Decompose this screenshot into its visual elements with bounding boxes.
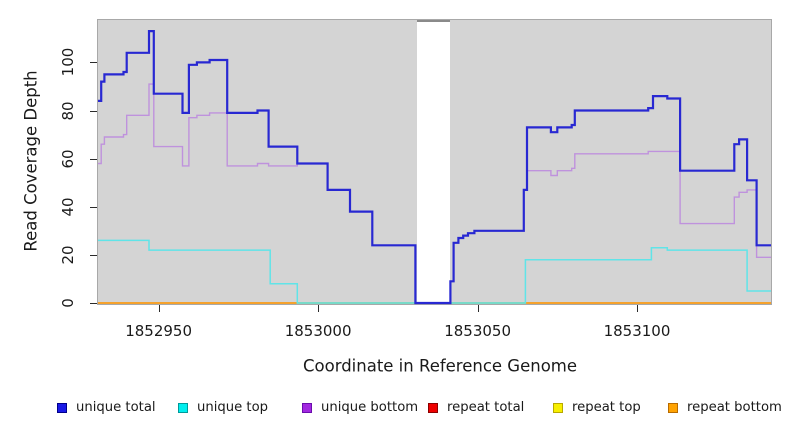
- legend-swatch-icon: [57, 402, 67, 413]
- y-axis-tick-label: 100: [59, 48, 77, 77]
- y-axis-tick: [90, 303, 97, 304]
- y-axis-tick-label: 40: [59, 197, 77, 217]
- no-data-gap-band: [417, 20, 451, 304]
- y-axis-tick: [90, 206, 97, 208]
- legend-label: repeat total: [447, 400, 525, 415]
- legend-item-repeat-top: repeat top: [553, 400, 641, 415]
- legend-item-unique-top: unique top: [178, 400, 268, 415]
- x-axis-tick: [318, 305, 320, 312]
- x-axis-title: Coordinate in Reference Genome: [302, 356, 578, 376]
- legend-item-unique-bottom: unique bottom: [302, 400, 418, 415]
- series-lines-layer: [98, 30, 771, 305]
- y-axis-tick-label: 60: [59, 149, 77, 169]
- legend-item-repeat-bottom: repeat bottom: [668, 400, 782, 415]
- y-axis-tick: [90, 62, 97, 64]
- legend-label: unique total: [76, 400, 156, 415]
- legend-swatch-icon: [668, 402, 678, 413]
- legend-item-unique-total: unique total: [57, 400, 156, 415]
- x-axis-tick: [477, 305, 479, 312]
- legend-label: unique top: [197, 400, 269, 415]
- x-axis-tick-label: 1853000: [284, 322, 352, 340]
- x-axis-tick-label: 1853100: [603, 322, 671, 340]
- legend-label: unique bottom: [321, 400, 419, 415]
- y-axis-tick-label: 0: [59, 298, 77, 308]
- legend-swatch-icon: [302, 402, 312, 413]
- legend-label: repeat bottom: [687, 400, 782, 415]
- y-axis-title: Read Coverage Depth: [21, 70, 41, 252]
- legend-item-repeat-total: repeat total: [428, 400, 524, 415]
- x-axis-tick: [637, 305, 638, 312]
- y-axis-tick-label: 80: [59, 100, 77, 121]
- x-axis-tick-label: 1853050: [444, 322, 511, 340]
- x-axis-tick: [158, 305, 160, 312]
- legend-swatch-icon: [428, 402, 438, 413]
- legend-label: repeat top: [572, 400, 641, 415]
- y-axis-tick: [90, 110, 97, 112]
- series-line-unique-bottom: [98, 83, 771, 304]
- y-axis-tick-label: 20: [59, 245, 77, 265]
- x-axis-tick-label: 1852950: [125, 322, 192, 340]
- series-line-unique-top: [98, 239, 771, 304]
- series-line-unique-total: [98, 30, 771, 305]
- plot-panel: [97, 19, 772, 305]
- legend-swatch-icon: [553, 402, 563, 413]
- legend-swatch-icon: [178, 402, 188, 413]
- y-axis-tick: [90, 158, 97, 160]
- y-axis-tick: [90, 254, 97, 256]
